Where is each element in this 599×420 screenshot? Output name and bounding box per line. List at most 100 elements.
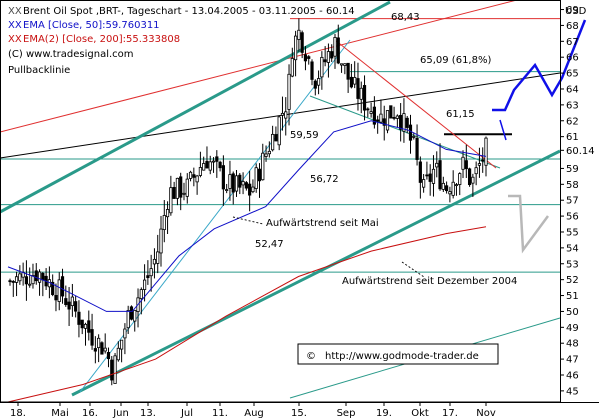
candle-body: [320, 56, 324, 78]
candle-body: [474, 167, 478, 175]
candle-body: [343, 63, 347, 66]
candle-body: [74, 301, 78, 312]
x-tick-label: 16.: [82, 408, 98, 419]
watermark-copyright-icon: ©: [306, 351, 316, 362]
candle-body: [346, 62, 350, 80]
candle-body: [425, 174, 429, 177]
candle-body: [70, 296, 74, 307]
y-tick-label: 69: [566, 5, 579, 16]
candle-body: [238, 174, 242, 188]
candle-body: [379, 113, 383, 123]
candle-body: [241, 181, 245, 186]
candle-body: [366, 108, 370, 111]
candle-body: [14, 276, 19, 283]
forecast-bullish-path: [492, 19, 587, 112]
candle-body: [412, 136, 416, 138]
x-tick-label: 17.: [442, 408, 458, 419]
candle-body: [185, 178, 189, 197]
candle-body: [257, 168, 262, 182]
y-tick-label: 62: [566, 116, 579, 127]
y-tick-label: 67: [566, 37, 579, 48]
candle-body: [458, 173, 462, 185]
candle-body: [83, 323, 88, 329]
candle-body: [133, 309, 137, 322]
pullback-label: Pullbacklinie: [8, 65, 70, 76]
green-uptrend-main: [71, 149, 561, 397]
candle-body: [471, 176, 475, 184]
legend-prefix-ema200: XX: [8, 34, 22, 45]
candle-body: [369, 111, 373, 114]
candle-body: [77, 311, 81, 325]
candle-body: [182, 192, 186, 195]
candle-body: [60, 276, 65, 297]
price-candles: [8, 18, 488, 386]
candle-body: [146, 275, 150, 279]
candle-body: [264, 153, 268, 157]
candle-body: [277, 116, 281, 146]
x-tick-label: 18.: [10, 408, 26, 419]
candle-body: [208, 161, 212, 171]
candle-body: [110, 359, 114, 381]
candle-body: [271, 133, 275, 151]
candle-body: [372, 106, 376, 125]
candle-body: [64, 298, 68, 305]
candle-body: [431, 168, 436, 184]
candle-body: [41, 272, 45, 281]
candle-body: [395, 115, 399, 119]
candle-body: [408, 124, 413, 141]
candle-body: [225, 189, 229, 191]
y-tick-label: 54: [566, 243, 579, 254]
candle-body: [244, 182, 248, 189]
y-tick-label: 52: [566, 275, 579, 286]
candle-body: [165, 209, 170, 218]
candle-body: [90, 329, 94, 346]
candle-body: [399, 114, 403, 130]
uptrend-may-label: Aufwärtstrend seit Mai: [266, 218, 379, 229]
candle-body: [205, 160, 209, 169]
x-tick-label: 15.: [291, 408, 307, 419]
pullback-line: [309, 95, 501, 169]
candle-body: [300, 32, 304, 53]
candle-body: [87, 320, 91, 333]
candle-body: [215, 156, 219, 162]
level-label-59-59: 59,59: [290, 130, 319, 141]
candle-body: [339, 63, 344, 66]
level-label-61-15: 61,15: [446, 109, 475, 120]
candle-body: [80, 319, 84, 329]
candle-body: [11, 281, 15, 283]
candle-body: [126, 310, 130, 329]
candle-body: [93, 348, 97, 352]
candle-body: [195, 175, 199, 183]
candle-body: [336, 37, 340, 64]
candle-body: [169, 187, 173, 214]
legend-source: (C) www.tradesignal.com: [8, 49, 134, 60]
candle-body: [415, 137, 419, 160]
candle-body: [103, 347, 107, 352]
y-tick-label: 56: [566, 212, 579, 223]
candle-body: [307, 56, 311, 59]
forecast-bearish-path: [508, 194, 550, 254]
candle-body: [422, 179, 426, 188]
candle-body: [461, 156, 465, 170]
candle-body: [175, 177, 180, 199]
candle-body: [188, 171, 193, 179]
candle-body: [179, 176, 183, 198]
candle-body: [106, 352, 111, 360]
candle-body: [254, 167, 258, 189]
forecast-paths: [492, 19, 587, 254]
candle-body: [8, 280, 12, 283]
candle-body: [438, 160, 442, 190]
candle-body: [464, 160, 468, 170]
level-label-65-09: 65,09 (61,8%): [420, 55, 491, 66]
y-tick-label: 57: [566, 196, 579, 207]
y-tick-label: 50: [566, 307, 579, 318]
candle-body: [113, 355, 117, 384]
candle-body: [97, 337, 101, 348]
candle-body: [448, 191, 452, 195]
candle-body: [139, 289, 143, 300]
candle-body: [202, 163, 206, 171]
uptrend-dec-label: Aufwärtstrend seit Dezember 2004: [342, 276, 517, 287]
candle-body: [303, 54, 308, 62]
legend-title: Brent Oil Spot ,BRT-, Tageschart - 13.04…: [23, 6, 355, 17]
